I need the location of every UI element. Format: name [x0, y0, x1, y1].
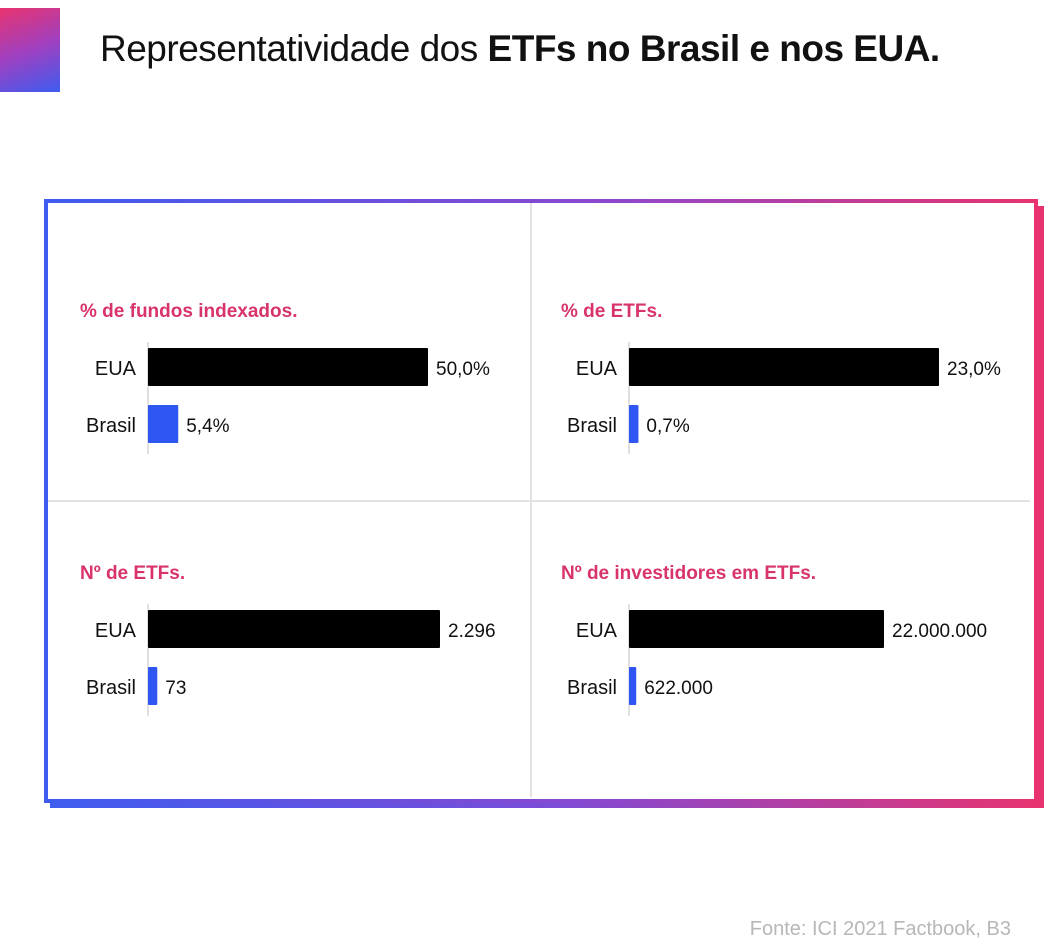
panel-title: Nº de ETFs. — [80, 563, 185, 584]
brand-gradient-square — [0, 8, 60, 92]
panel-title: % de fundos indexados. — [80, 301, 297, 322]
bar-eua — [148, 610, 440, 648]
category-label: EUA — [95, 358, 137, 380]
page-title-bold: ETFs no Brasil e nos EUA. — [487, 28, 941, 69]
value-label: 2.296 — [448, 621, 496, 642]
category-label: EUA — [95, 620, 137, 642]
panel-title: % de ETFs. — [561, 301, 662, 322]
category-label: EUA — [576, 620, 618, 642]
bar-eua — [629, 610, 884, 648]
value-label: 5,4% — [186, 416, 229, 437]
page-title: Representatividade dos ETFs no Brasil e … — [100, 28, 940, 70]
value-label: 22.000.000 — [892, 621, 987, 642]
category-label: Brasil — [86, 677, 136, 699]
bar-eua — [629, 348, 939, 386]
value-label: 622.000 — [644, 678, 713, 699]
bar-brasil — [148, 405, 179, 443]
category-label: Brasil — [567, 415, 617, 437]
bar-brasil — [629, 667, 637, 705]
horizontal-divider — [48, 500, 1030, 502]
category-label: EUA — [576, 358, 618, 380]
category-label: Brasil — [567, 677, 617, 699]
value-label: 73 — [165, 678, 186, 699]
bar-brasil — [629, 405, 639, 443]
bar-brasil — [148, 667, 158, 705]
value-label: 50,0% — [436, 359, 490, 380]
value-label: 0,7% — [646, 416, 689, 437]
bar-eua — [148, 348, 428, 386]
panel-title: Nº de investidores em ETFs. — [561, 563, 816, 584]
page-title-regular: Representatividade dos — [100, 28, 488, 69]
value-label: 23,0% — [947, 359, 1001, 380]
source-note: Fonte: ICI 2021 Factbook, B3 — [749, 918, 1011, 940]
category-label: Brasil — [86, 415, 136, 437]
